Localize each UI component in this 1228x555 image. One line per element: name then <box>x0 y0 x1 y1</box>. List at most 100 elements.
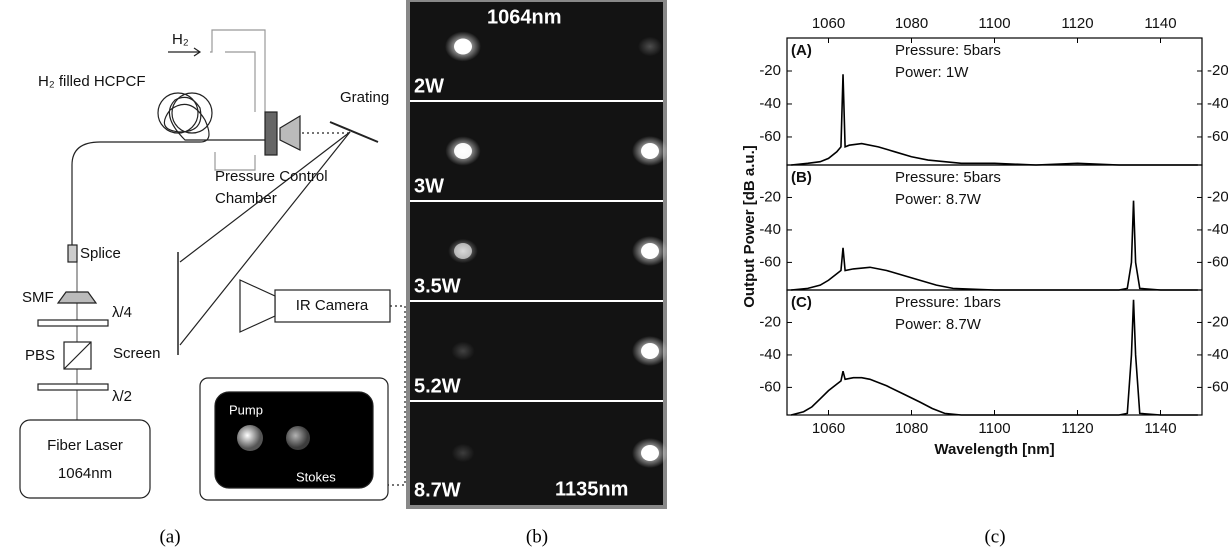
y2-tick-label: -60 <box>1207 128 1228 145</box>
spectra: -20 -40 -60 -20 -40 -60 1060 1080 1100 1120 1140 (A… <box>741 15 1228 458</box>
power-label: 3W <box>414 175 444 197</box>
camera-body <box>274 289 391 323</box>
y-tick-label: -40 <box>759 221 781 238</box>
x-axis-label: Wavelength [nm] <box>934 441 1054 458</box>
y2-tick-label: -20 <box>1207 313 1228 330</box>
spectrum-line <box>791 200 1198 291</box>
x-tick-label: 1100 <box>978 420 1010 437</box>
stokes-label: Stokes <box>296 469 336 484</box>
y2-tick-label: -20 <box>1207 62 1228 79</box>
y-tick-label: -20 <box>759 188 781 205</box>
x-tick-label: 1120 <box>1061 15 1093 32</box>
power-label: 3.5W <box>414 275 461 297</box>
fiber-coil <box>171 92 213 134</box>
splice-label: Splice <box>80 245 121 262</box>
laser-label: Fiber Laser <box>47 437 123 454</box>
splice-box <box>67 244 78 263</box>
caption: (b) <box>526 526 548 547</box>
power-label: 8.7W <box>414 479 461 501</box>
x-tick-label: 1080 <box>895 15 928 32</box>
annotation: Pressure: 5bars <box>895 169 1001 186</box>
chamber-label: Chamber <box>215 190 277 207</box>
smf-label: SMF <box>22 289 54 306</box>
light-core <box>641 445 659 461</box>
image-frame <box>406 0 667 509</box>
power-label: 5.2W <box>414 375 461 397</box>
pbs-label: PBS <box>25 347 55 364</box>
quarter-wave-label: λ/4 <box>112 304 132 321</box>
y2-tick-label: -40 <box>1207 221 1228 238</box>
x-tick-label: 1060 <box>812 15 845 32</box>
pbs-diagonal <box>63 341 92 370</box>
grating-label: Grating <box>340 89 389 106</box>
grating <box>329 121 379 143</box>
cell-window <box>264 111 278 156</box>
y-tick-label: -20 <box>759 62 781 79</box>
caption: (c) <box>984 526 1005 547</box>
light-core <box>454 243 472 259</box>
x-tick-label: 1100 <box>978 15 1010 32</box>
light-core <box>641 343 659 359</box>
fiber-label: H₂ filled HCPCF <box>38 73 146 90</box>
spectrum-line <box>790 299 1198 416</box>
fiber <box>71 96 265 245</box>
annotation: Pressure: 5bars <box>895 42 1001 59</box>
diffracted-beam <box>179 131 351 263</box>
y2-tick-label: -60 <box>1207 378 1228 395</box>
quarter-wave-plate <box>37 319 109 327</box>
camera-cable <box>388 305 406 486</box>
collimator <box>56 291 98 304</box>
y2-tick-label: -20 <box>1207 188 1228 205</box>
gas-label: H₂ <box>172 31 189 48</box>
annotation: Power: 8.7W <box>895 316 982 333</box>
power-label: 2W <box>414 75 444 97</box>
annotation: Power: 8.7W <box>895 191 982 208</box>
light-core <box>641 143 659 159</box>
light-core <box>454 143 472 159</box>
pump-spot <box>237 425 263 451</box>
pump-label: Pump <box>229 402 263 417</box>
x-tick-label: 1080 <box>895 420 928 437</box>
y-tick-label: -60 <box>759 253 781 270</box>
light-spot <box>451 341 475 361</box>
y-tick-label: -60 <box>759 378 781 395</box>
light-spot <box>638 36 662 57</box>
stokes-wavelength: 1135nm <box>555 478 628 500</box>
y2-tick-label: -60 <box>1207 253 1228 270</box>
panel-label: (B) <box>791 169 812 186</box>
monitor <box>199 377 389 501</box>
camera-label: IR Camera <box>296 297 369 314</box>
y2-tick-label: -40 <box>1207 95 1228 112</box>
caption: (a) <box>159 526 180 547</box>
fiber-coil <box>157 92 199 134</box>
chamber-label: Pressure Control <box>215 168 328 185</box>
panel-label: (C) <box>791 294 812 311</box>
x-tick-label: 1060 <box>812 420 845 437</box>
chamber-lines <box>210 29 266 171</box>
half-wave-plate <box>37 383 109 391</box>
y-tick-label: -60 <box>759 128 781 145</box>
light-core <box>641 243 659 259</box>
screen-label: Screen <box>113 345 161 362</box>
y-axis-label: Output Power [dB a.u.] <box>741 145 758 308</box>
camera-lens <box>239 279 276 333</box>
half-wave-label: λ/2 <box>112 388 132 405</box>
diffracted-beam <box>179 131 351 346</box>
light-spot <box>451 443 475 463</box>
laser-label: 1064nm <box>58 465 112 482</box>
setup-diagram: H₂ H₂ filled HCPCF Grating Pressure Cont… <box>19 29 406 501</box>
gas-arrow-head <box>193 47 202 57</box>
x-tick-label: 1140 <box>1144 15 1176 32</box>
pump-wavelength: 1064nm <box>487 6 562 28</box>
light-core <box>454 38 472 55</box>
panel-label: (A) <box>791 42 812 59</box>
y-tick-label: -40 <box>759 346 781 363</box>
stokes-spot <box>286 426 310 450</box>
x-tick-label: 1120 <box>1061 420 1093 437</box>
annotation: Power: 1W <box>895 64 969 81</box>
x-tick-label: 1140 <box>1144 420 1176 437</box>
y-tick-label: -40 <box>759 95 781 112</box>
spectrum-line <box>791 74 1198 166</box>
lens <box>279 114 301 151</box>
